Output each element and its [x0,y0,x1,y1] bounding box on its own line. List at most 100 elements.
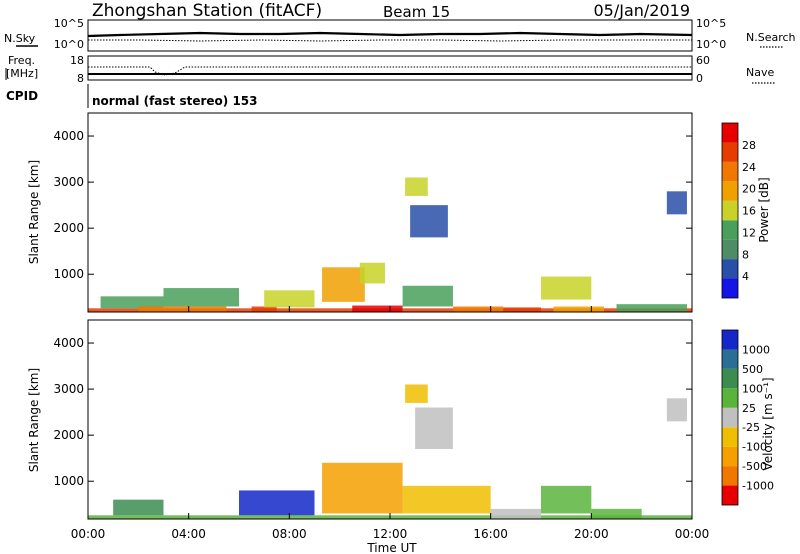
colorbar-tick-label: 24 [742,161,756,174]
xaxis-label: Time UT [366,541,417,554]
data-cell [591,508,642,519]
velocity-panel: 4000 3000 2000 1000 Slant Range [km] 1000 50… [27,319,775,520]
data-cell [138,306,227,312]
nsky-tick-top: 10^5 [54,17,84,30]
nsky-tick-bottom: 10^0 [54,38,84,51]
colorbar-segment [722,407,738,428]
data-cell [402,485,491,514]
freq-unit-label: [MHz] [6,67,38,80]
colorbar-segment [722,181,738,201]
data-cell [452,306,504,312]
data-cell [402,285,453,307]
freq-label: Freq. [8,54,35,67]
colorbar-segment [722,368,738,389]
data-cell [410,205,448,238]
colorbar-segment [722,330,738,350]
power-ylabel: Slant Range [km] [27,160,41,264]
ytick-label: 1000 [53,474,84,488]
nave-label: Nave [746,66,774,79]
ytick-label: 2000 [53,221,84,235]
freq-tick-bottom: 8 [77,72,84,85]
ytick-label: 4000 [53,129,84,143]
velocity-colorbar: 1000 500 100 25 -25 -100 -500 -1000 [721,329,774,506]
colorbar-tick-label: 25 [742,402,756,415]
freq-tick-top: 18 [70,54,84,67]
nave-tick-bottom: 0 [696,72,703,85]
data-cell [666,191,687,215]
date-label: 05/Jan/2019 [593,1,690,20]
colorbar-tick-label: -1000 [742,480,774,493]
data-cell [352,305,403,312]
beam-label: Beam 15 [383,3,450,21]
colorbar-segment [722,388,738,408]
colorbar-tick-label: 12 [742,226,756,239]
xtick-label: 00:00 [71,527,106,541]
data-cell [405,177,428,196]
colorbar-segment [722,123,738,143]
data-cell [541,276,592,300]
nsky-label: N.Sky [4,32,36,45]
ytick-label: 3000 [53,175,84,189]
cpid-label: CPID [6,89,38,103]
colorbar-tick-label: 1000 [742,343,770,356]
data-cell [415,407,453,449]
ytick-label: 1000 [53,267,84,281]
data-cell [322,462,403,514]
data-cell [100,296,164,309]
nsearch-tick-top: 10^5 [696,17,726,30]
data-cell [322,267,365,302]
colorbar-tick-label: -25 [742,421,760,434]
colorbar-tick-label: 28 [742,139,756,152]
data-cell [553,306,604,312]
data-cell [264,290,315,308]
nave-tick-top: 60 [696,54,710,67]
velocity-colorbar-label: Velocity [m s⁻¹] [761,377,775,470]
colorbar-tick-label: 16 [742,205,756,218]
freq-panel-frame [87,55,693,81]
data-cell [405,384,428,403]
colorbar-tick-label: 500 [742,363,763,376]
data-cell [251,306,277,312]
colorbar-segment [722,485,738,505]
data-cell [113,499,164,516]
nsearch-tick-bottom: 10^0 [696,38,726,51]
power-colorbar-label: Power [dB] [757,177,771,242]
data-cell [503,307,541,312]
xtick-label: 00:00 [675,527,710,541]
velocity-data-layer [88,384,692,519]
ytick-label: 3000 [53,382,84,396]
colorbar-segment [722,427,738,447]
nsearch-label: N.Search [746,31,796,44]
nsearch-series-line [88,39,692,42]
xtick-label: 08:00 [272,527,307,541]
colorbar-segment [722,446,738,467]
colorbar-frame [721,329,739,506]
cpid-value: normal (fast stereo) 153 [92,94,258,108]
colorbar-tick-label: 8 [742,248,749,261]
colorbar-frame [721,122,739,299]
data-cell [666,398,687,422]
power-data-layer [88,177,692,312]
power-colorbar: 28 24 20 16 12 8 4 [721,122,756,299]
data-cell [359,262,385,284]
xtick-label: 04:00 [171,527,206,541]
colorbar-segment [722,466,738,486]
velocity-yaxis: 4000 3000 2000 1000 [53,336,692,488]
station-title: Zhongshan Station (fitACF) [92,1,322,21]
power-panel-frame [87,112,693,313]
colorbar-tick-label: 20 [742,183,756,196]
data-cell [616,304,687,312]
xtick-label: 16:00 [473,527,508,541]
power-panel: 4000 3000 2000 1000 Slant Range [km] 28 24 20… [27,112,771,313]
colorbar-segment [722,220,738,240]
colorbar-segment [722,259,738,279]
colorbar-segment [722,349,738,369]
colorbar-tick-label: 100 [742,382,763,395]
colorbar-segment [722,239,738,260]
colorbar-tick-label: -500 [742,460,767,473]
colorbar-segment [722,142,738,162]
colorbar-tick-label: 4 [742,270,749,283]
ytick-label: 4000 [53,336,84,350]
xtick-label: 20:00 [574,527,609,541]
